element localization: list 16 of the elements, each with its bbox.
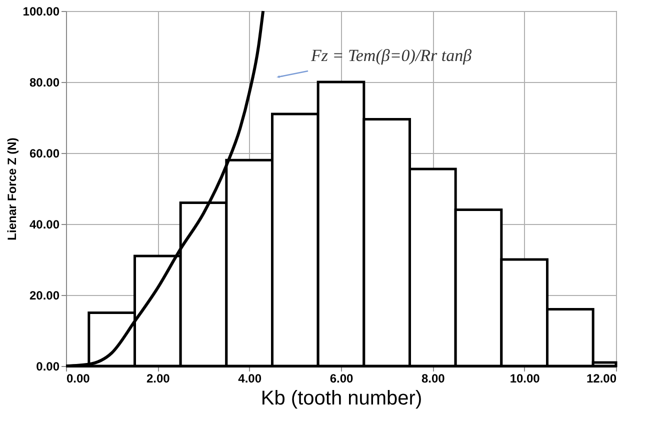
y-tick-label: 40.00 bbox=[29, 218, 60, 232]
x-tick-label: 8.00 bbox=[421, 372, 446, 386]
x-tick-label: 0.00 bbox=[66, 372, 90, 386]
x-tick-label: 6.00 bbox=[330, 372, 354, 386]
y-tick-label: 20.00 bbox=[29, 288, 60, 302]
y-tick-label: 100.00 bbox=[22, 4, 60, 18]
x-tick-label: 10.00 bbox=[510, 372, 540, 386]
x-tick-label: 2.00 bbox=[146, 372, 170, 386]
y-tick-label: 0.00 bbox=[36, 360, 60, 374]
x-tick-label: 12.00 bbox=[586, 372, 617, 386]
y-tick-label: 80.00 bbox=[29, 76, 60, 90]
y-tick-label: 60.00 bbox=[29, 146, 60, 160]
y-axis-title: Lienar Force Z (N) bbox=[4, 138, 19, 240]
x-axis-title: Kb (tooth number) bbox=[260, 388, 422, 410]
x-tick-label: 4.00 bbox=[238, 372, 262, 386]
annotation: Fz = Tem(β=0)/Rr tanβ bbox=[310, 46, 472, 65]
